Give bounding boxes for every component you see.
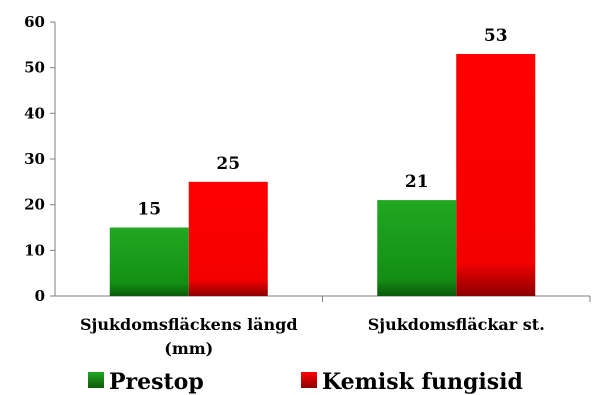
x-category-label: Sjukdomsfläckar st. xyxy=(368,315,545,334)
bar xyxy=(377,200,457,296)
data-label: 21 xyxy=(405,172,429,192)
data-label: 25 xyxy=(216,154,240,174)
plot-area: 0 10 20 30 40 50 60 15 25 Sjukdomsfläckens längd (… xyxy=(24,13,591,358)
y-tick-label: 40 xyxy=(24,104,45,122)
data-label: 15 xyxy=(137,200,161,220)
y-tick-label: 50 xyxy=(24,59,45,77)
legend: Prestop Kemisk fungisid xyxy=(88,369,523,395)
y-tick-label: 10 xyxy=(24,241,45,259)
x-category-label: (mm) xyxy=(164,339,213,358)
legend-swatch xyxy=(88,372,104,388)
data-label: 53 xyxy=(484,26,508,46)
legend-swatch xyxy=(301,372,317,388)
x-category-label: Sjukdomsfläckens längd xyxy=(80,315,298,334)
bar xyxy=(456,53,536,296)
y-tick-label: 60 xyxy=(24,13,45,31)
legend-label: Kemisk fungisid xyxy=(322,369,523,395)
bar xyxy=(188,181,268,296)
bar xyxy=(109,227,189,296)
y-tick-label: 20 xyxy=(24,196,45,214)
y-tick-label: 30 xyxy=(24,150,45,168)
y-tick-label: 0 xyxy=(35,287,45,305)
legend-label: Prestop xyxy=(109,369,204,395)
